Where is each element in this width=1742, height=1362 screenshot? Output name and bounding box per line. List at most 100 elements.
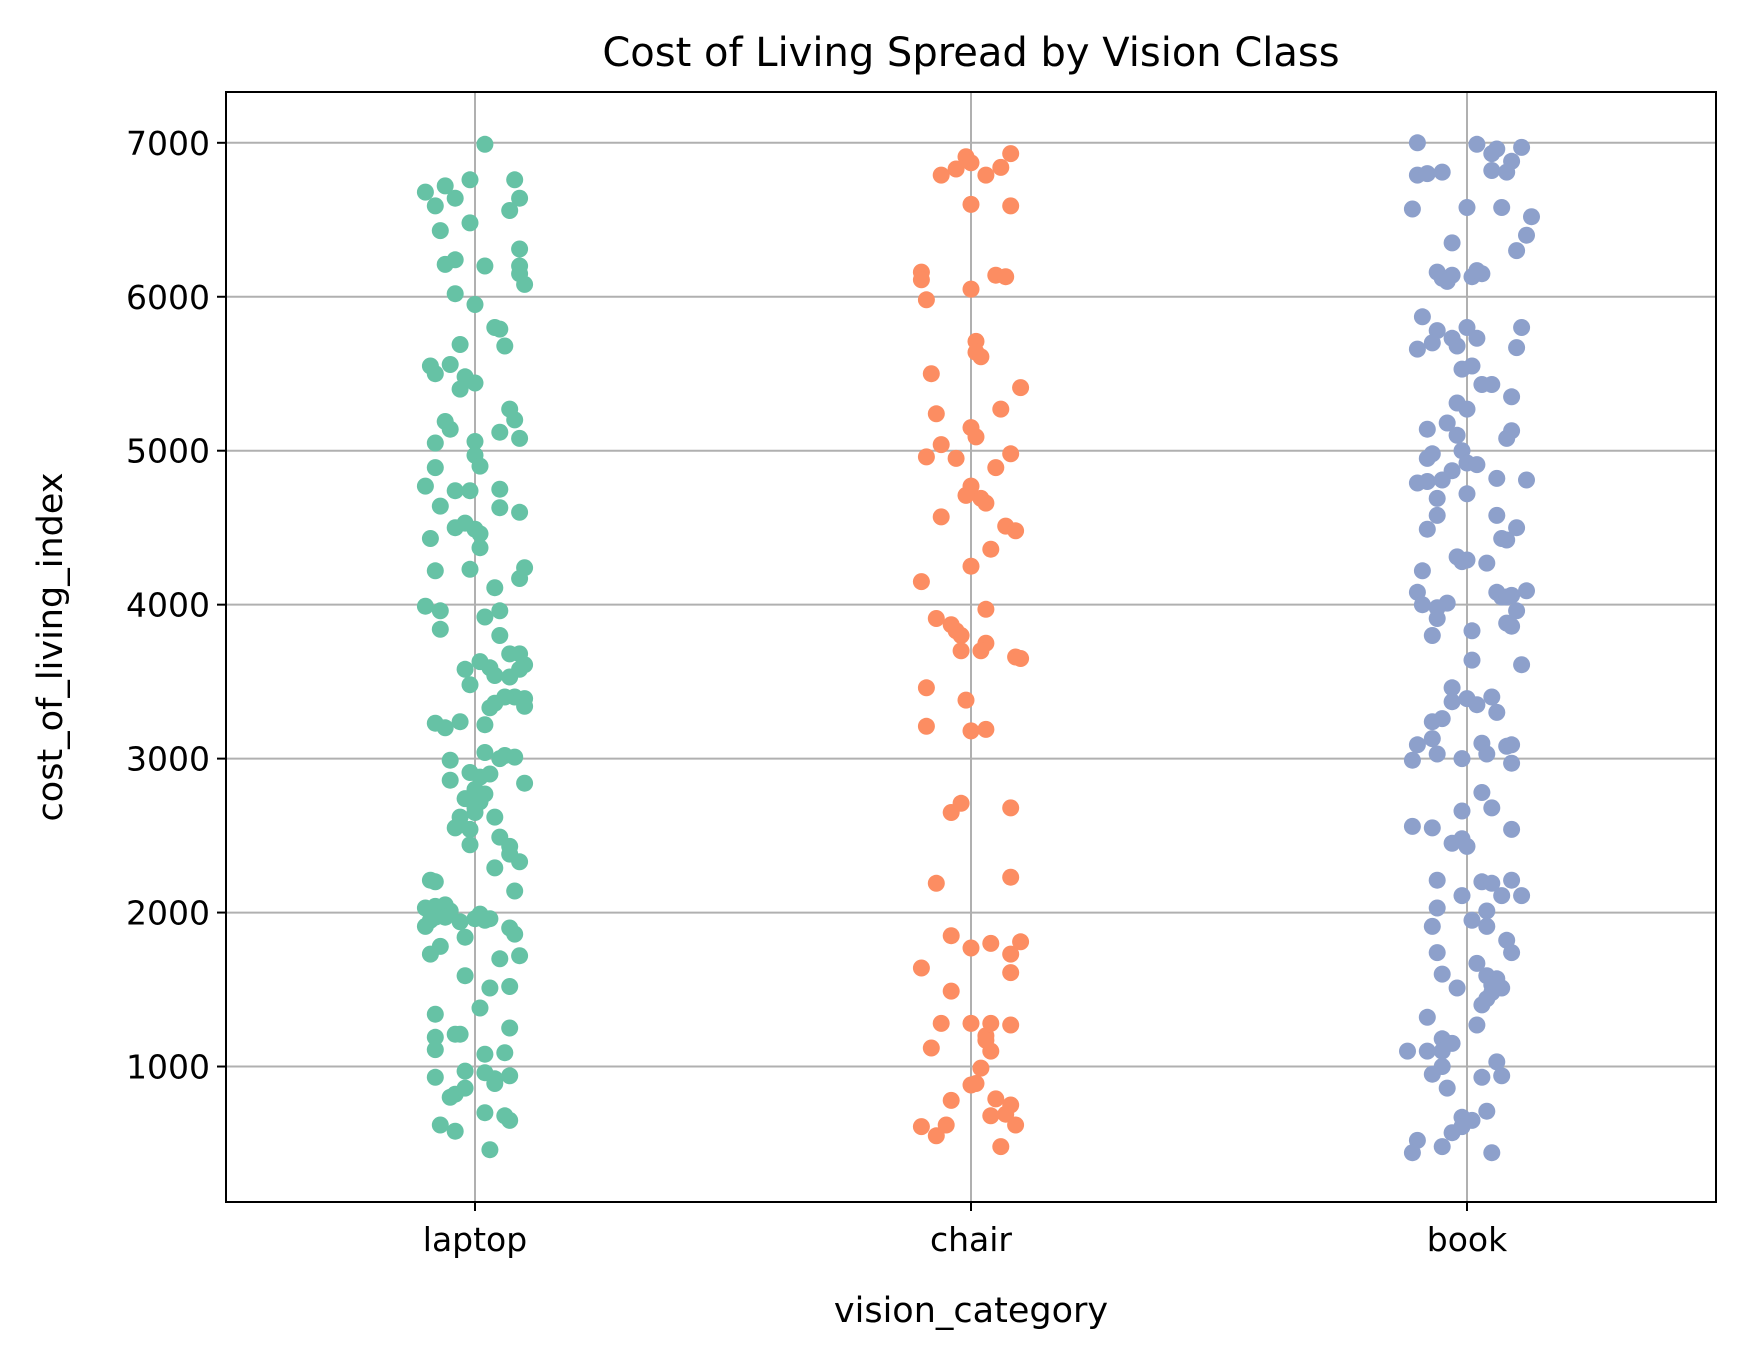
laptop-point: [476, 1104, 494, 1122]
book-point: [1483, 799, 1501, 817]
chair-point: [952, 627, 970, 644]
laptop-point: [461, 214, 479, 232]
chair-point: [952, 642, 970, 660]
book-point: [1478, 745, 1496, 763]
laptop-point: [461, 482, 479, 500]
book-point: [1428, 745, 1446, 763]
chair-point: [912, 573, 930, 591]
book-point: [1433, 471, 1451, 489]
book-point: [1478, 554, 1496, 572]
book-point: [1453, 887, 1471, 905]
book-point: [1453, 750, 1471, 768]
laptop-point: [491, 499, 509, 517]
book-point: [1468, 135, 1486, 153]
laptop-point: [511, 853, 529, 871]
laptop-point: [431, 1116, 449, 1134]
laptop-point: [456, 928, 474, 946]
book-point: [1418, 1008, 1436, 1026]
laptop-point: [416, 917, 434, 935]
book-point: [1458, 319, 1476, 336]
book-point: [1433, 1138, 1451, 1156]
book-point: [1418, 520, 1436, 538]
book-point: [1413, 562, 1431, 580]
laptop-point: [466, 374, 484, 392]
book-point: [1478, 902, 1496, 920]
book-point: [1503, 944, 1521, 962]
chair-point: [957, 486, 975, 504]
chair-point: [932, 436, 950, 454]
laptop-point: [501, 978, 519, 995]
chair-point: [1012, 650, 1030, 667]
laptop-point: [441, 356, 459, 373]
chair-point: [977, 166, 995, 184]
chair-point: [927, 1127, 945, 1145]
laptop-point: [456, 967, 474, 985]
chair-point: [987, 459, 1005, 477]
laptop-point: [486, 667, 504, 684]
chart-title: Cost of Living Spread by Vision Class: [602, 30, 1339, 76]
book-point: [1453, 360, 1471, 378]
chair-point: [997, 268, 1015, 286]
book-point: [1438, 1079, 1456, 1097]
laptop-point: [476, 257, 494, 275]
laptop-point: [446, 482, 464, 500]
laptop-point: [451, 336, 469, 353]
chair-point: [962, 557, 980, 575]
laptop-point: [476, 608, 494, 626]
laptop-point: [511, 570, 529, 587]
laptop-point: [456, 660, 474, 678]
book-point: [1448, 979, 1466, 997]
book-point: [1498, 588, 1516, 606]
book-point: [1523, 208, 1540, 226]
chair-point: [992, 158, 1010, 176]
chair-point: [937, 1116, 955, 1134]
chair-point: [1012, 933, 1030, 951]
laptop-point: [471, 539, 489, 557]
book-point: [1443, 234, 1461, 252]
chair-point: [947, 449, 965, 467]
book-point: [1433, 163, 1451, 181]
book-point: [1423, 819, 1441, 837]
chair-point: [992, 1138, 1010, 1156]
laptop-point: [476, 1045, 494, 1063]
chair-point: [962, 939, 980, 957]
laptop-point: [426, 1005, 444, 1023]
chair-point: [962, 195, 980, 213]
laptop-point: [426, 365, 444, 383]
chair-point: [987, 1090, 1005, 1108]
laptop-point: [426, 434, 444, 452]
laptop-point: [466, 433, 484, 450]
chair-point: [1002, 945, 1020, 963]
book-point: [1438, 272, 1456, 290]
laptop-point: [506, 882, 524, 900]
book-point: [1518, 226, 1535, 244]
laptop-point: [451, 713, 469, 731]
laptop-point: [416, 183, 434, 201]
book-point: [1503, 388, 1521, 406]
book-point: [1443, 679, 1461, 697]
chair-point: [942, 982, 960, 1000]
laptop-point: [421, 530, 439, 547]
book-point: [1428, 506, 1446, 524]
laptop-point: [491, 750, 509, 768]
laptop-point: [481, 1141, 499, 1159]
laptop-point: [511, 660, 529, 678]
chair-point: [917, 717, 935, 735]
book-point: [1513, 887, 1531, 905]
chair-point: [977, 494, 995, 512]
book-point: [1423, 334, 1441, 352]
book-point: [1488, 506, 1506, 524]
laptop-point: [476, 744, 494, 761]
laptop-point: [506, 748, 524, 766]
chair-point: [922, 1039, 940, 1057]
laptop-point: [486, 1075, 504, 1092]
book-point: [1403, 817, 1421, 835]
book-point: [1423, 1065, 1441, 1083]
chair-point: [1007, 1116, 1025, 1134]
chair-point: [972, 642, 990, 660]
laptop-point: [511, 240, 529, 258]
chair-point: [912, 271, 930, 289]
laptop-point: [511, 947, 529, 965]
chair-point: [962, 154, 980, 172]
book-point: [1428, 899, 1446, 917]
